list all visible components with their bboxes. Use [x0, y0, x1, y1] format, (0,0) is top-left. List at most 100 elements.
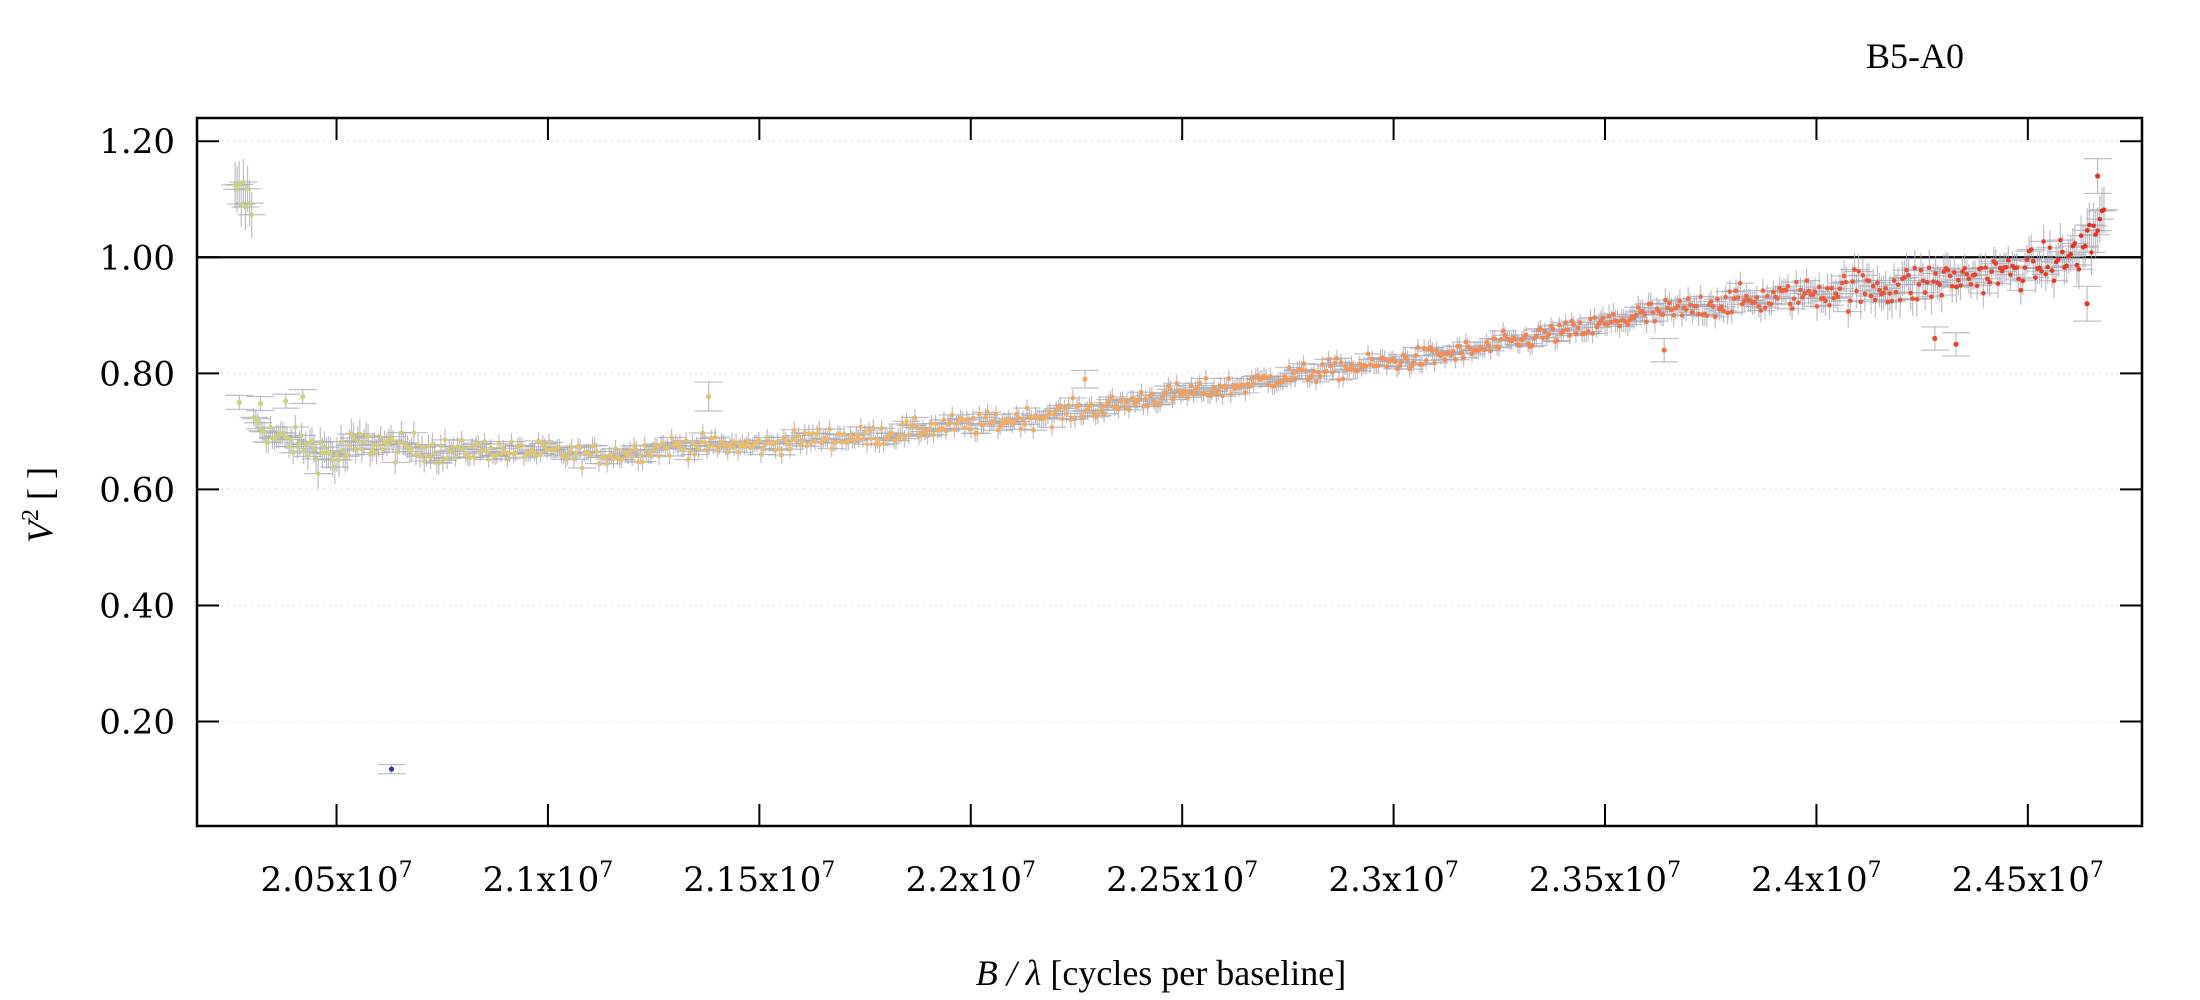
data-point — [602, 455, 608, 460]
data-point — [1500, 328, 1506, 334]
data-point — [949, 412, 955, 418]
data-point — [806, 431, 812, 436]
data-point — [613, 446, 618, 452]
data-point — [232, 182, 238, 188]
data-point — [1382, 356, 1387, 362]
data-point — [756, 438, 762, 443]
data-point — [353, 446, 358, 452]
outlier-point-11 — [2095, 173, 2101, 179]
data-point — [1644, 319, 1649, 325]
data-point — [1891, 278, 1897, 283]
data-point — [1324, 368, 1329, 374]
data-point — [1392, 359, 1398, 364]
data-point — [1342, 363, 1348, 369]
data-point — [1698, 294, 1703, 299]
data-point — [2093, 232, 2098, 237]
data-point — [1931, 279, 1936, 284]
data-point — [1170, 397, 1175, 402]
data-point — [1908, 290, 1913, 296]
data-point — [1288, 376, 1294, 382]
data-point — [1457, 343, 1462, 349]
data-point — [1760, 288, 1766, 293]
data-point — [1369, 357, 1375, 362]
data-point — [332, 464, 338, 470]
x-tick-label-5: 2.3x107 — [1328, 858, 1459, 900]
data-point — [1771, 289, 1776, 295]
data-point — [361, 439, 367, 445]
data-point — [1319, 362, 1325, 367]
data-point — [2024, 257, 2030, 262]
data-point — [1062, 406, 1067, 411]
data-point — [1529, 343, 1535, 348]
data-point — [1024, 405, 1030, 411]
data-point — [1421, 345, 1427, 351]
data-point — [860, 436, 866, 442]
data-point — [509, 439, 514, 444]
data-point — [405, 444, 410, 450]
data-point — [1804, 278, 1809, 283]
data-point — [675, 444, 681, 450]
data-point — [1336, 377, 1342, 383]
data-point — [1211, 386, 1217, 391]
data-point — [1690, 309, 1695, 315]
data-point — [1216, 388, 1221, 394]
data-point — [688, 449, 693, 454]
data-point — [305, 454, 311, 459]
data-point — [413, 451, 419, 457]
data-point — [1573, 331, 1579, 337]
data-point — [673, 440, 679, 445]
data-point — [868, 436, 874, 442]
data-point — [685, 457, 691, 462]
data-point — [787, 446, 793, 452]
data-point — [428, 455, 433, 460]
data-point — [791, 427, 797, 433]
data-point — [1347, 366, 1352, 372]
data-point — [1365, 351, 1371, 357]
y-tick-label-0: 0.20 — [99, 703, 175, 743]
data-point — [1710, 304, 1716, 309]
data-point — [1159, 395, 1165, 401]
data-point — [1016, 415, 1022, 421]
data-point — [1367, 362, 1373, 367]
data-point — [1097, 402, 1103, 408]
data-point — [245, 186, 250, 191]
data-point — [629, 454, 635, 460]
data-point — [1712, 314, 1718, 320]
x-tick-label-1: 2.1x107 — [483, 858, 614, 900]
data-point — [1885, 299, 1891, 305]
data-point — [839, 440, 845, 445]
data-point — [1571, 322, 1577, 328]
data-point — [1554, 338, 1560, 343]
data-point — [1561, 328, 1566, 334]
data-point — [426, 443, 431, 449]
data-point — [1793, 279, 1799, 285]
data-point — [290, 450, 296, 456]
data-point — [683, 438, 689, 443]
data-point — [365, 434, 371, 440]
data-point — [870, 425, 876, 431]
data-point — [448, 449, 454, 454]
data-point — [712, 434, 718, 440]
data-point — [349, 431, 354, 437]
data-point — [1151, 398, 1157, 404]
data-point — [521, 454, 527, 460]
data-point — [1719, 304, 1724, 310]
data-point — [1679, 313, 1685, 318]
data-point — [1764, 293, 1770, 299]
data-point — [1914, 296, 1920, 302]
data-point — [532, 449, 537, 455]
data-point — [1066, 402, 1071, 408]
data-point — [1933, 271, 1938, 276]
data-point — [1985, 276, 1990, 282]
data-point — [785, 441, 791, 446]
data-point — [2089, 250, 2094, 255]
data-point — [1168, 386, 1173, 392]
data-point — [1513, 337, 1518, 342]
data-point — [956, 420, 961, 426]
data-point — [463, 451, 469, 457]
data-point — [1176, 388, 1182, 393]
data-point — [2008, 272, 2013, 278]
data-point — [336, 457, 342, 463]
y-tick-label-4: 1.00 — [99, 238, 175, 278]
data-point — [690, 441, 695, 446]
